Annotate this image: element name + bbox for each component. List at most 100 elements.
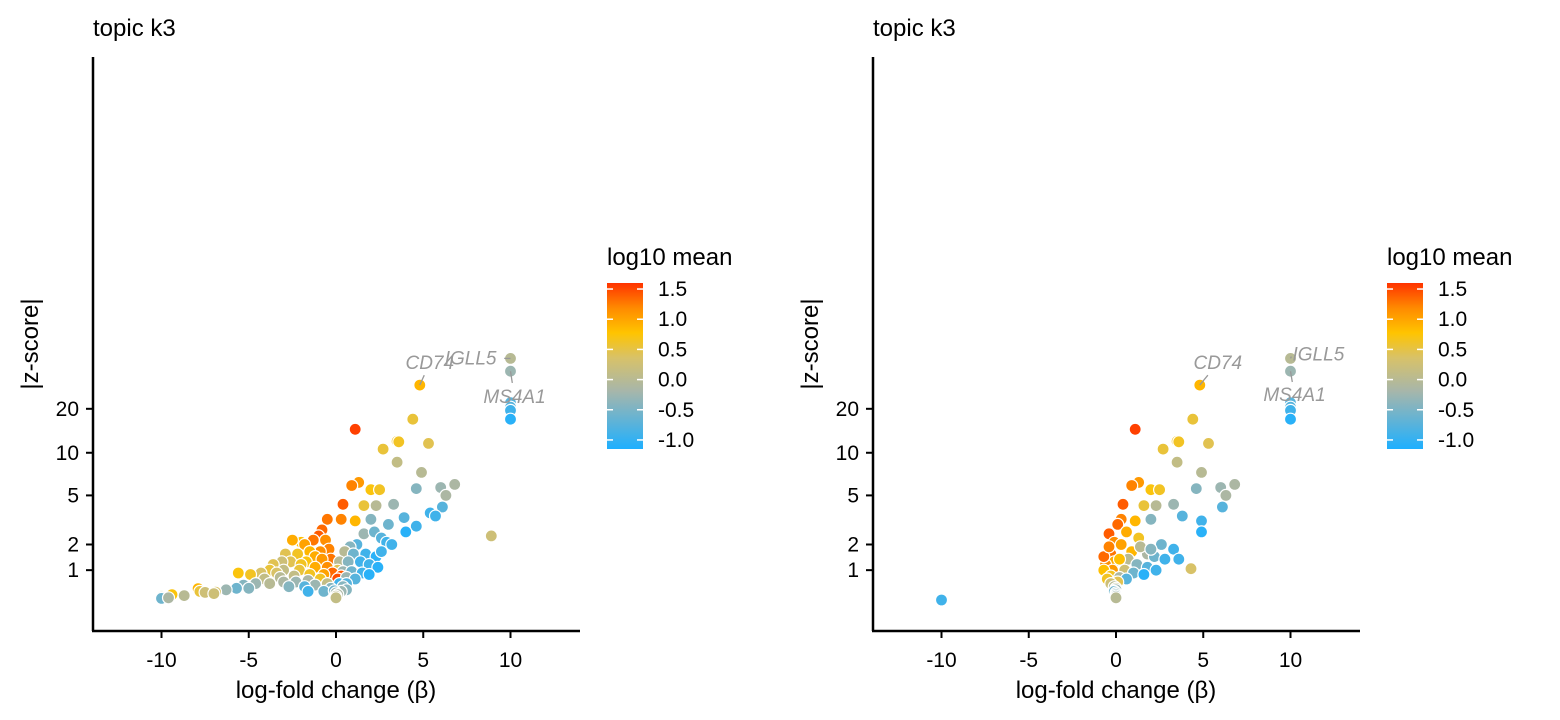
colorbar-tick-label: 0.0 [1438, 369, 1467, 392]
gene-point [161, 591, 176, 605]
gene-point [1283, 412, 1298, 426]
y-tick-label: 2 [67, 534, 79, 557]
label-leader-line [1289, 371, 1293, 383]
gene-point [1128, 422, 1142, 436]
y-ticks-1: 12 5 10 20 [56, 398, 93, 582]
colorbar-legend-2: log10 mean 1.5 1.0 0.5 0.0 -0.5 -1.0 [1387, 244, 1512, 452]
gene-point [1156, 442, 1170, 456]
colorbar-tick-label: 1.5 [1438, 278, 1467, 301]
gene-point [1172, 435, 1186, 449]
gene-point [385, 537, 399, 552]
y-tick-label: 2 [847, 534, 859, 557]
gene-point [364, 512, 378, 526]
gene-point [397, 510, 411, 525]
gene-point [1228, 477, 1242, 491]
gene-point [934, 593, 949, 607]
gene-label: MS4A1 [1263, 385, 1325, 406]
colorbar-tick-label: 0.5 [658, 338, 687, 361]
gene-point [371, 560, 385, 574]
colorbar-ticks-2: 1.5 1.0 0.5 0.0 -0.5 -1.0 [1387, 278, 1474, 452]
y-tick-label: 20 [836, 398, 859, 421]
gene-point [1144, 542, 1158, 556]
gene-point [177, 588, 191, 603]
gene-point [390, 455, 404, 469]
gene-point [376, 442, 390, 456]
gene-point [1194, 514, 1209, 528]
gene-point [329, 591, 343, 605]
gene-point [1283, 351, 1298, 365]
x-ticks-1: -10 -5 0 5 10 [146, 631, 522, 672]
gene-point [369, 499, 383, 513]
colorbar-tick-label: 0.5 [1438, 338, 1467, 361]
gene-label: MS4A1 [483, 387, 545, 408]
colorbar-tick-label: -0.5 [1438, 399, 1474, 422]
gene-point [301, 584, 315, 599]
colorbar-title-1: log10 mean [607, 244, 732, 271]
gene-point [414, 465, 429, 479]
gene-point [1114, 537, 1128, 552]
gene-point [1149, 563, 1163, 577]
gene-point [1116, 497, 1130, 511]
gene-point [421, 436, 436, 450]
gene-point [242, 581, 256, 595]
gene-label: CD74 [1193, 353, 1242, 374]
gene-point [503, 364, 518, 378]
gene-point [374, 544, 388, 559]
gene-point [1109, 591, 1123, 605]
gene-point [439, 488, 453, 502]
gene-point [348, 422, 362, 436]
y-tick-label: 10 [56, 442, 79, 465]
x-tick-label: 0 [330, 649, 342, 672]
y-tick-label: 5 [847, 484, 859, 507]
x-tick-label: 10 [1279, 649, 1302, 672]
gene-point [413, 378, 427, 392]
x-tick-label: -10 [926, 649, 956, 672]
colorbar-tick-label: 1.5 [658, 278, 687, 301]
label-leader-line [1199, 374, 1209, 386]
x-tick-label: -5 [1019, 649, 1038, 672]
x-tick-label: 5 [417, 649, 429, 672]
colorbar-legend-1: log10 mean 1.5 1.0 0.5 0.0 -0.5 -1.0 [607, 244, 732, 452]
gene-label: IGLL5 [445, 348, 497, 369]
y-axis-label-2: |z-score| [797, 298, 824, 389]
gene-point [373, 483, 387, 497]
gene-point [1102, 540, 1116, 554]
gene-point [392, 435, 406, 449]
gene-point [285, 533, 299, 547]
gene-point [334, 512, 348, 526]
gene-point [381, 517, 395, 532]
y-tick-label: 1 [847, 559, 859, 582]
panel-2: topic k3 |z-score| log-fold change (β) -… [797, 15, 1360, 704]
gene-point [1201, 436, 1216, 450]
gene-point [1112, 552, 1127, 566]
gene-point [1186, 412, 1200, 426]
gene-point [1144, 512, 1158, 526]
gene-labels-1: IGLL5 MS4A1 CD74 [405, 348, 545, 408]
gene-point [263, 576, 277, 591]
gene-point [1128, 514, 1142, 528]
gene-point [231, 566, 245, 580]
gene-point [484, 529, 498, 543]
gene-point [1119, 525, 1134, 539]
label-leader-line [419, 374, 425, 386]
colorbar-tick-label: 0.0 [658, 369, 687, 392]
x-tick-label: -10 [146, 649, 176, 672]
panel-1: topic k3 |z-score| log-fold change (β) -… [17, 15, 580, 704]
gene-point [345, 478, 359, 493]
points-2 [934, 351, 1298, 607]
gene-point [1166, 497, 1181, 511]
gene-point [448, 477, 462, 491]
chart-title-1: topic k3 [93, 15, 176, 42]
gene-point [1175, 509, 1189, 523]
gene-point [1215, 500, 1230, 514]
colorbar-tick-label: -0.5 [658, 399, 694, 422]
gene-point [1219, 488, 1233, 502]
gene-point [1283, 364, 1298, 378]
x-tick-label: 10 [499, 649, 522, 672]
label-leader-line [1289, 356, 1292, 359]
gene-point [1152, 483, 1167, 497]
colorbar-tick-label: 1.0 [1438, 308, 1467, 331]
x-tick-label: 5 [1197, 649, 1209, 672]
gene-point [1158, 552, 1172, 566]
